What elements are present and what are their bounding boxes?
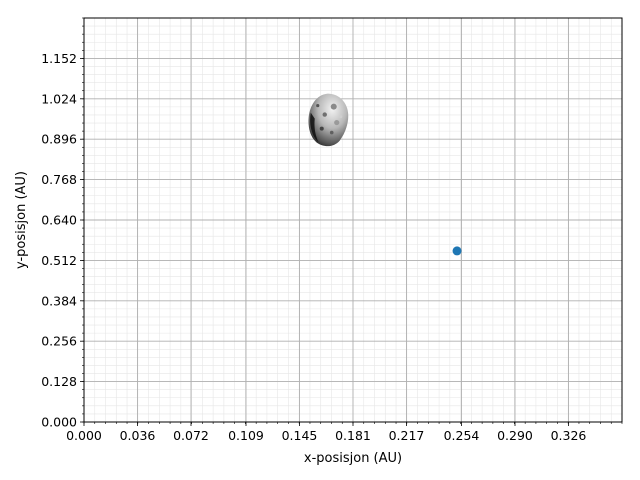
y-tick-label: 0.768: [41, 172, 77, 187]
y-axis-ticks: 0.000 0.128 0.256 0.384 0.512 0.640 0.768 0.896…: [41, 17, 84, 430]
y-tick-label: 1.152: [41, 51, 77, 66]
x-tick-label: 0.000: [66, 428, 102, 443]
x-tick-label: 0.254: [444, 428, 480, 443]
x-tick-label: 0.145: [282, 428, 318, 443]
x-tick-label: 0.109: [228, 428, 264, 443]
major-grid: [83, 18, 622, 423]
y-tick-label: 0.128: [41, 374, 77, 389]
x-tick-label: 0.290: [497, 428, 533, 443]
y-tick-label: 0.896: [41, 132, 77, 147]
y-tick-label: 0.256: [41, 334, 77, 349]
y-axis-label: y-posisjon (AU): [14, 171, 29, 269]
y-tick-label: 1.024: [41, 91, 77, 106]
x-tick-label: 0.326: [551, 428, 587, 443]
x-tick-label: 0.072: [173, 428, 209, 443]
asteroid-image: [308, 93, 349, 147]
x-tick-label: 0.181: [335, 428, 371, 443]
data-point: [452, 246, 462, 256]
x-axis-label: x-posisjon (AU): [304, 451, 402, 466]
x-tick-label: 0.217: [389, 428, 425, 443]
x-tick-label: 0.036: [120, 428, 156, 443]
y-tick-label: 0.512: [41, 253, 77, 268]
y-tick-label: 0.640: [41, 213, 77, 228]
y-tick-label: 0.384: [41, 293, 77, 308]
y-tick-label: 0.000: [41, 415, 77, 430]
scatter-points: [452, 246, 462, 256]
x-axis-ticks: 0.000 0.036 0.072 0.109 0.145 0.181 0.217 0.254…: [66, 422, 623, 443]
